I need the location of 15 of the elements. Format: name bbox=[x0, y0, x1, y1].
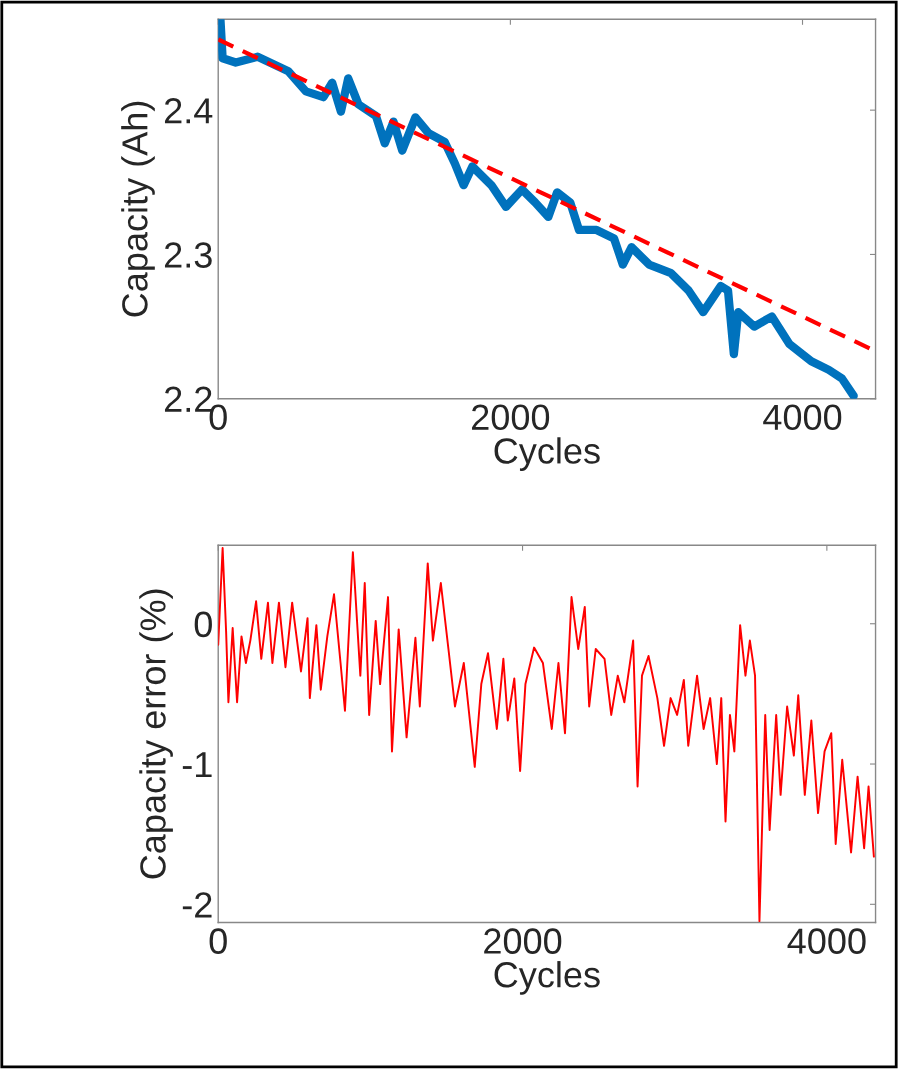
line-series bbox=[218, 547, 875, 923]
x-axis-title: Cycles bbox=[494, 437, 600, 471]
y-tick-label: 2.3 bbox=[164, 242, 212, 268]
y-tick-label: 2.2 bbox=[164, 386, 212, 412]
x-tick-label: 2000 bbox=[484, 928, 562, 954]
y-tick-label: -1 bbox=[182, 752, 212, 778]
x-tick-label: 4000 bbox=[787, 928, 866, 954]
y-tick-label: 2.4 bbox=[164, 98, 213, 124]
y-axis-title: Capacity error (%) bbox=[139, 589, 173, 879]
x-tick-label: 2000 bbox=[472, 404, 550, 431]
y-tick-label: 0 bbox=[194, 611, 212, 638]
x-axis-title: Cycles bbox=[494, 961, 600, 995]
x-tick-label: 4000 bbox=[763, 404, 842, 431]
y-axis-title: Capacity (Ah) bbox=[121, 101, 155, 317]
y-tick-label: -2 bbox=[182, 892, 212, 918]
